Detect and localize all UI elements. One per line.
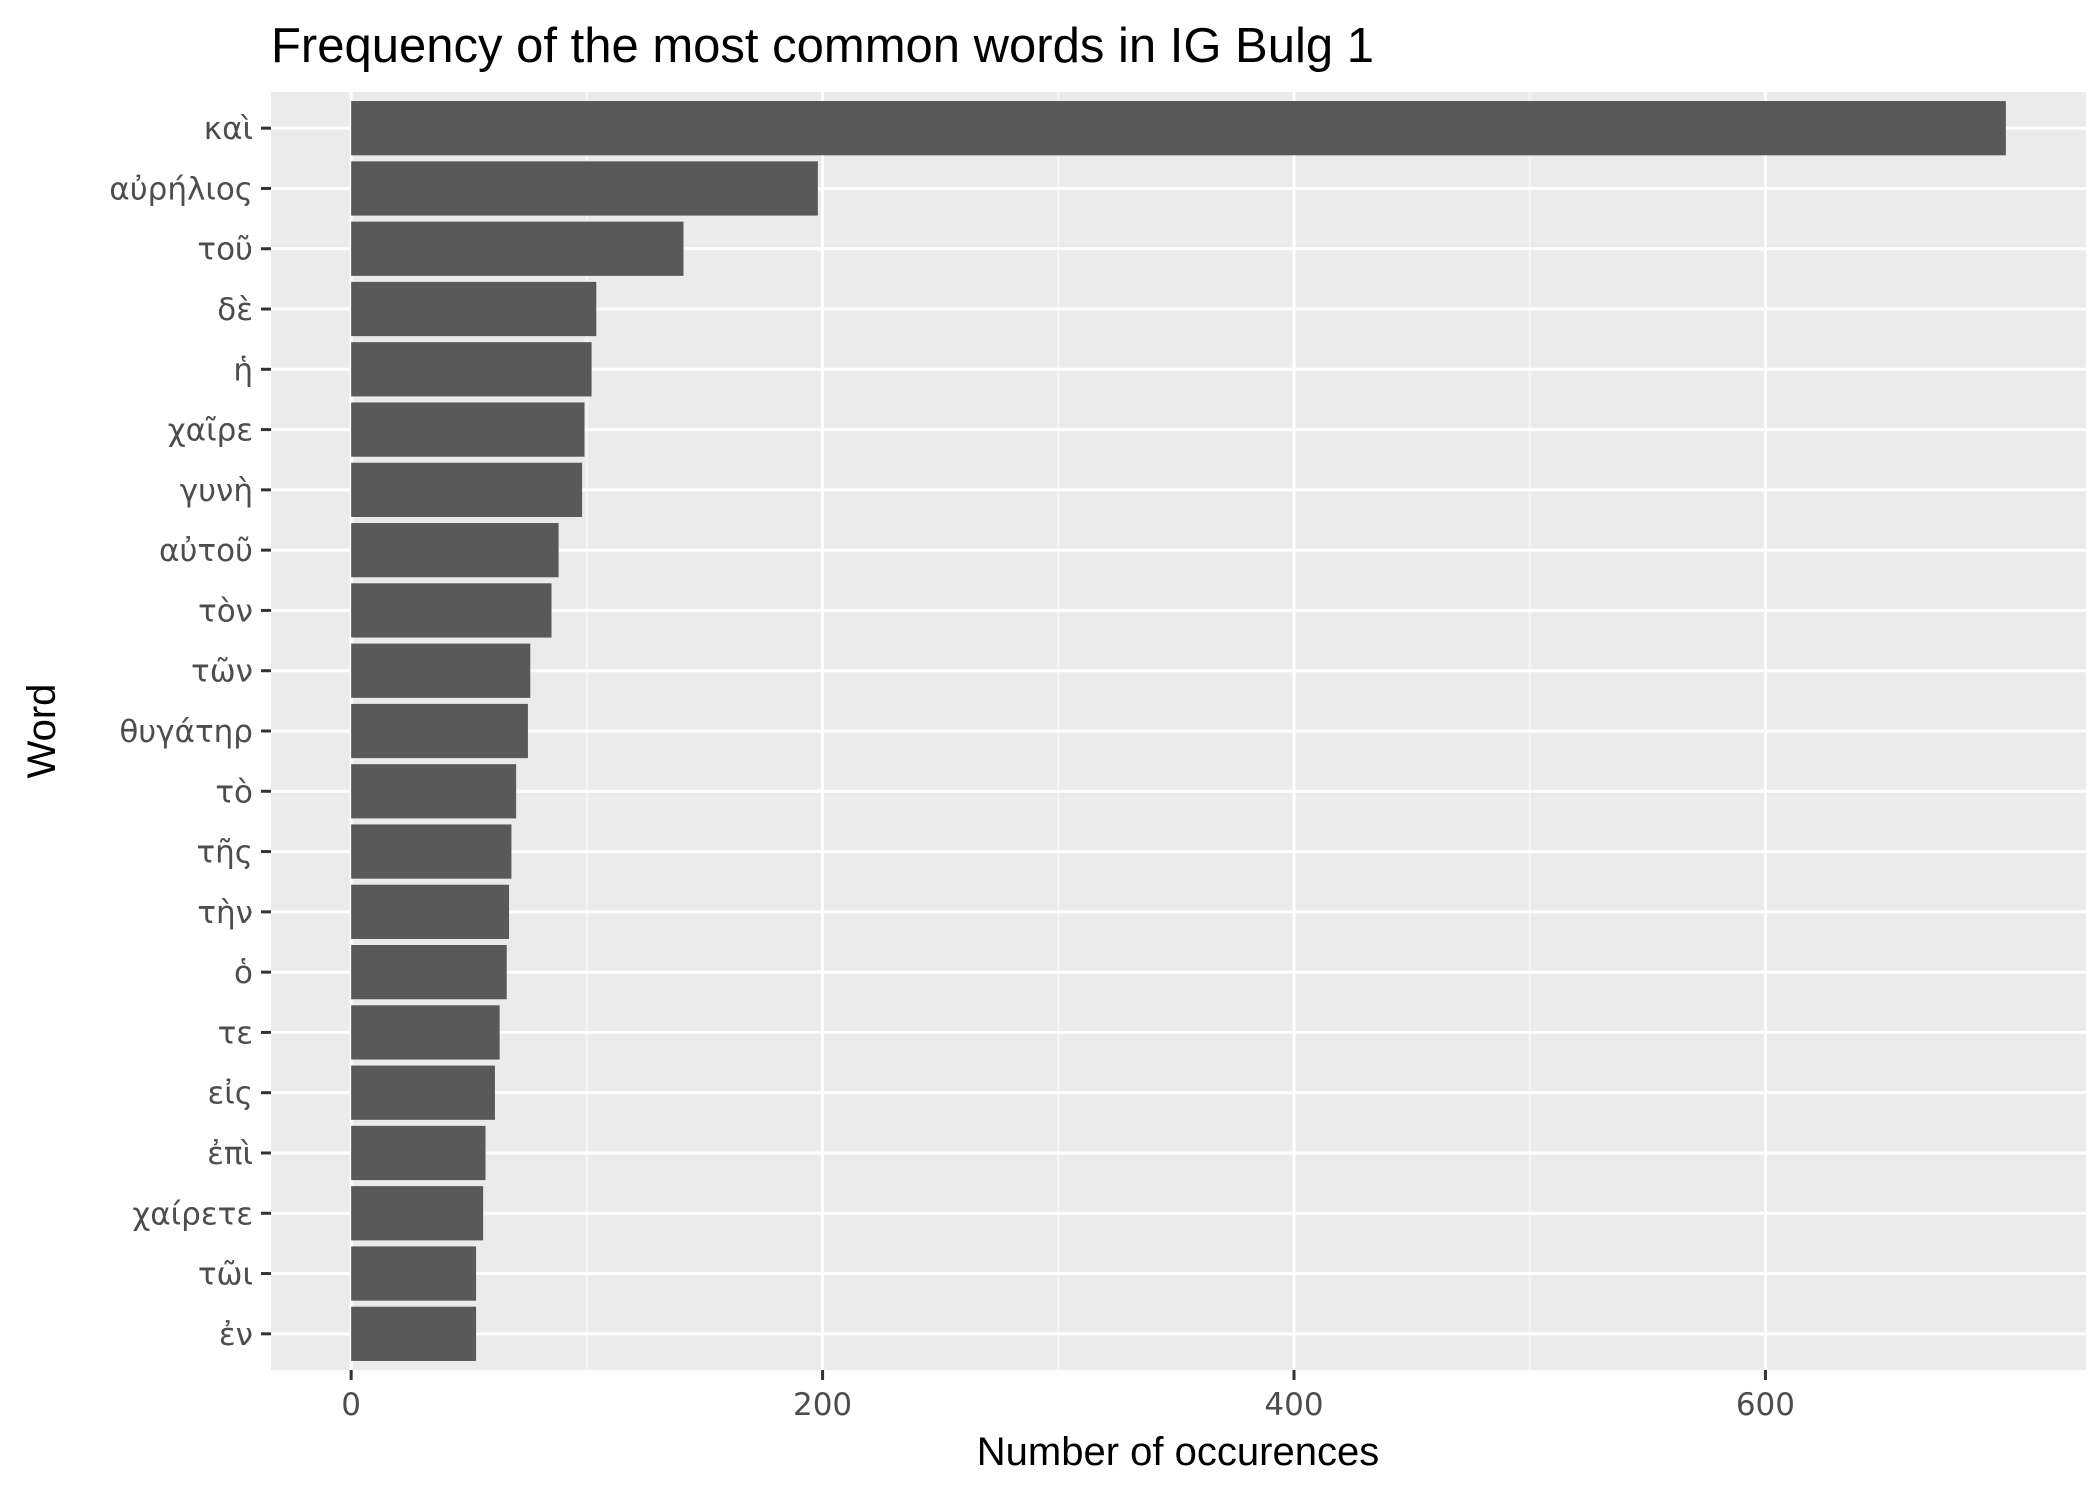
y-tick-label: τὴν [197,895,253,931]
x-axis-title: Number of occurences [977,1430,1379,1474]
y-tick-label: τὸν [198,593,253,629]
x-tick-label: 0 [341,1387,361,1423]
bar-6 [351,462,583,517]
y-tick-label: καὶ [204,111,253,147]
x-tick-label: 200 [793,1387,852,1423]
bar-3 [351,281,597,337]
bar-15 [351,1005,500,1060]
bar-11 [351,764,517,819]
y-tick-label: εἰς [208,1076,253,1112]
y-tick-label: τῶν [191,654,253,690]
y-tick-label: ὁ [234,955,253,991]
y-tick-label: τῆς [196,835,253,871]
x-tick-label: 600 [1736,1387,1795,1423]
x-tick-label: 400 [1264,1387,1323,1423]
y-tick-label: γυνὴ [180,473,253,509]
bar-13 [351,884,510,939]
chart-title: Frequency of the most common words in IG… [271,19,1374,73]
bars [351,101,2006,1361]
y-axis-title: Word [20,684,64,779]
y-tick-label: ἡ [233,352,253,388]
y-tick-label: θυγάτηρ [119,714,253,750]
bar-14 [351,945,507,1000]
y-tick-label: τὸ [215,774,253,810]
y-tick-label: δὲ [217,292,253,328]
y-tick-label: τοῦ [197,232,253,268]
bar-1 [351,161,818,216]
bar-4 [351,342,592,397]
bar-2 [351,221,684,276]
y-tick-label: τε [218,1015,253,1051]
bar-18 [351,1186,484,1241]
bar-7 [351,523,559,578]
bar-0 [351,101,2006,156]
y-tick-label: χαίρετε [132,1196,253,1232]
y-tick-label: ἐν [219,1317,253,1353]
bar-20 [351,1306,477,1361]
y-tick-label: χαῖρε [168,413,253,449]
bar-10 [351,703,528,759]
bar-19 [351,1246,477,1301]
y-tick-label: αὐρήλιος [109,171,253,207]
bar-12 [351,824,512,879]
bar-9 [351,643,531,698]
y-tick-label: τῶι [198,1257,253,1293]
y-tick-label: ἐπὶ [207,1136,253,1172]
y-axis: καὶ αὐρήλιος τοῦ δὲ ἡ χαῖρε γυνὴ αὐτοῦ τὸν τῶν θυγ… [109,111,271,1353]
x-axis: 0 200 400 600 [341,1370,1795,1423]
bar-8 [351,583,552,638]
bar-16 [351,1065,495,1120]
bar-17 [351,1125,486,1181]
y-tick-label: αὐτοῦ [159,533,253,569]
bar-5 [351,402,585,457]
